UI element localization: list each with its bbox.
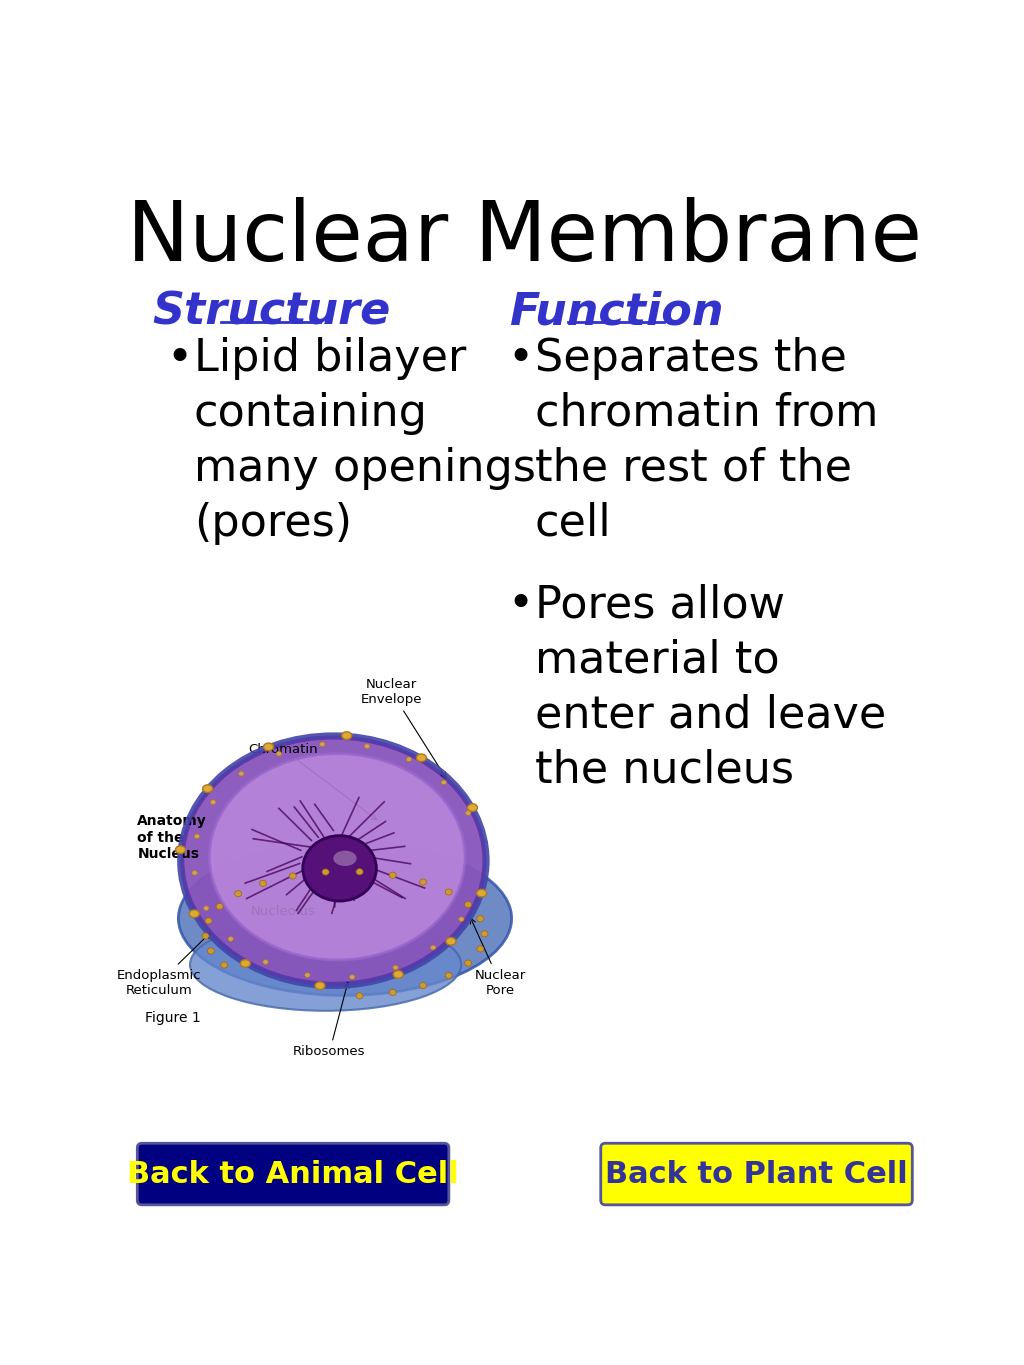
Ellipse shape [365, 744, 370, 748]
Ellipse shape [204, 906, 209, 910]
Ellipse shape [407, 758, 412, 762]
Ellipse shape [241, 960, 251, 968]
Ellipse shape [216, 904, 223, 909]
Ellipse shape [467, 804, 477, 811]
Ellipse shape [477, 916, 484, 921]
Ellipse shape [289, 872, 296, 879]
Ellipse shape [263, 743, 273, 751]
Ellipse shape [189, 910, 200, 917]
Ellipse shape [356, 992, 364, 999]
Text: Lipid bilayer
containing
many openings
(pores): Lipid bilayer containing many openings (… [194, 337, 536, 545]
Ellipse shape [208, 947, 214, 954]
Ellipse shape [323, 870, 329, 875]
Text: •: • [508, 337, 534, 379]
Ellipse shape [349, 975, 355, 979]
Text: Structure: Structure [153, 291, 390, 334]
Ellipse shape [389, 872, 396, 878]
Ellipse shape [175, 846, 185, 853]
Ellipse shape [319, 743, 325, 747]
Text: Chromatin: Chromatin [248, 743, 377, 820]
Ellipse shape [202, 932, 209, 939]
Ellipse shape [465, 960, 472, 966]
Ellipse shape [234, 890, 242, 897]
Ellipse shape [481, 931, 488, 936]
Ellipse shape [445, 938, 456, 945]
Ellipse shape [430, 946, 436, 950]
Ellipse shape [356, 868, 364, 875]
Ellipse shape [203, 785, 213, 793]
Text: Back to Animal Cell: Back to Animal Cell [127, 1159, 459, 1189]
Text: Endoplasmic
Reticulum: Endoplasmic Reticulum [117, 932, 210, 996]
Text: •: • [167, 337, 193, 379]
Ellipse shape [303, 835, 377, 901]
Ellipse shape [465, 901, 472, 908]
Text: •: • [508, 583, 534, 627]
Ellipse shape [441, 779, 446, 785]
Ellipse shape [209, 753, 465, 960]
Text: Nuclear Membrane: Nuclear Membrane [127, 197, 923, 277]
Ellipse shape [259, 880, 266, 886]
Ellipse shape [182, 737, 484, 984]
Ellipse shape [210, 800, 216, 804]
FancyBboxPatch shape [137, 1144, 449, 1205]
Ellipse shape [195, 834, 200, 838]
Text: Nuclear
Envelope: Nuclear Envelope [360, 678, 445, 778]
Ellipse shape [393, 965, 398, 971]
Ellipse shape [420, 983, 426, 988]
Ellipse shape [342, 732, 352, 740]
Ellipse shape [459, 917, 464, 921]
Text: Separates the
chromatin from
the rest of the
cell: Separates the chromatin from the rest of… [535, 337, 879, 545]
Ellipse shape [228, 936, 233, 942]
Ellipse shape [477, 946, 484, 951]
Ellipse shape [221, 962, 227, 968]
FancyBboxPatch shape [601, 1144, 912, 1205]
Text: Nucleolus: Nucleolus [251, 882, 336, 917]
Text: Anatomy
of the
Nucleus: Anatomy of the Nucleus [137, 815, 207, 861]
Ellipse shape [420, 879, 426, 885]
Ellipse shape [476, 889, 486, 897]
Text: Back to Plant Cell: Back to Plant Cell [605, 1159, 908, 1189]
Ellipse shape [466, 811, 471, 815]
Ellipse shape [305, 973, 310, 977]
Ellipse shape [389, 990, 396, 995]
Ellipse shape [205, 917, 212, 924]
Ellipse shape [334, 850, 356, 865]
Text: Figure 1: Figure 1 [145, 1011, 201, 1025]
Ellipse shape [417, 753, 426, 762]
Ellipse shape [315, 981, 325, 990]
Ellipse shape [263, 960, 268, 964]
Ellipse shape [178, 841, 512, 995]
Ellipse shape [191, 871, 198, 875]
Ellipse shape [239, 771, 244, 775]
Text: Function: Function [509, 291, 724, 334]
Ellipse shape [190, 919, 461, 1011]
Ellipse shape [393, 971, 403, 979]
Text: Ribosomes: Ribosomes [293, 983, 366, 1058]
Text: Nuclear
Pore: Nuclear Pore [470, 919, 525, 996]
Ellipse shape [276, 751, 282, 756]
Ellipse shape [445, 972, 453, 979]
Ellipse shape [445, 889, 453, 895]
Text: Pores allow
material to
enter and leave
the nucleus: Pores allow material to enter and leave … [535, 583, 886, 792]
